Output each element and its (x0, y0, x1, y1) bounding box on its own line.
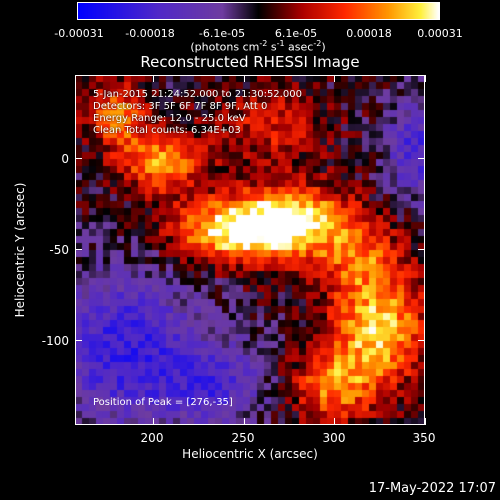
x-tick-mark (334, 75, 336, 82)
colorbar-units-label: (photons cm-2 s-1 asec-2) (190, 39, 326, 54)
x-tick-label: 250 (231, 431, 255, 445)
chart-title: Reconstructed RHESSI Image (140, 53, 360, 71)
colorbar-tick-label: 0.00031 (417, 27, 463, 40)
colorbar (77, 2, 440, 20)
y-tick-mark (75, 339, 82, 341)
x-tick-mark (152, 418, 154, 425)
y-tick-label: 0 (61, 152, 69, 166)
peak-position-label: Position of Peak = [276,-35] (93, 397, 233, 408)
x-tick-mark (152, 75, 154, 82)
y-tick-mark (75, 158, 82, 160)
x-tick-mark (425, 418, 426, 425)
annotation-clean-counts: Clean Total counts: 6.34E+03 (93, 125, 241, 136)
y-tick-label: -100 (41, 334, 69, 348)
y-tick-mark (418, 249, 425, 251)
x-tick-mark (425, 75, 426, 82)
colorbar-tick-label: 6.1e-05 (274, 27, 318, 40)
x-axis-label: Heliocentric X (arcsec) (182, 447, 318, 461)
x-tick-label: 200 (140, 431, 164, 445)
colorbar-tick-label: -6.1e-05 (198, 27, 246, 40)
x-tick-label: 350 (412, 431, 436, 445)
annotation-energy-range: Energy Range: 12.0 - 25.0 keV (93, 113, 246, 124)
y-tick-mark (75, 249, 82, 251)
annotation-time-range: 5-Jan-2015 21:24:52.000 to 21:30:52.000 (93, 89, 302, 100)
y-axis-label: Heliocentric Y (arcsec) (13, 182, 27, 318)
x-tick-mark (243, 418, 245, 425)
colorbar-tick-label: -0.00018 (125, 27, 175, 40)
x-tick-mark (334, 418, 336, 425)
y-tick-label: -50 (49, 243, 69, 257)
colorbar-tick-label: 0.00018 (346, 27, 392, 40)
x-tick-label: 300 (322, 431, 346, 445)
colorbar-tick-label: -0.00031 (54, 27, 104, 40)
y-tick-mark (418, 339, 425, 341)
y-tick-mark (418, 158, 425, 160)
x-tick-mark (243, 75, 245, 82)
footer-date-stamp: 17-May-2022 17:07 (368, 481, 496, 496)
annotation-detectors: Detectors: 3F 5F 6F 7F 8F 9F, Att 0 (93, 101, 268, 112)
rhessi-heatmap-image (75, 75, 425, 425)
